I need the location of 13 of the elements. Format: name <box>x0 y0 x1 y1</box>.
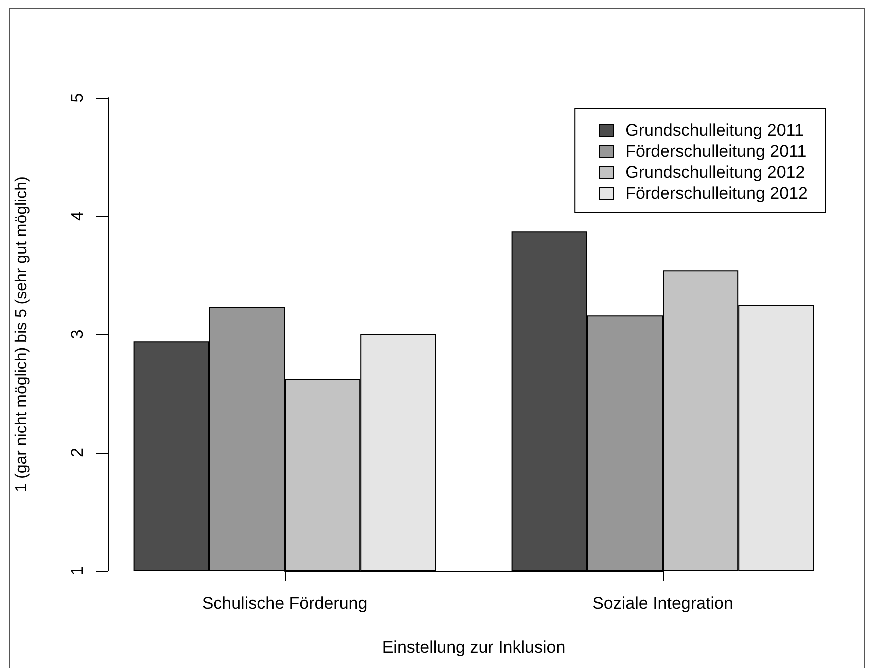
y-tick-label: 1 <box>68 566 87 576</box>
y-tick-label: 2 <box>68 448 87 458</box>
x-tick-label: Soziale Integration <box>592 594 734 613</box>
legend-label: Förderschulleitung 2011 <box>626 142 807 161</box>
legend-label: Grundschulleitung 2011 <box>626 121 804 140</box>
y-tick-label: 4 <box>68 212 87 221</box>
x-tick-label: Schulische Förderung <box>202 594 368 613</box>
legend-label: Förderschulleitung 2012 <box>626 184 808 203</box>
legend-label: Grundschulleitung 2012 <box>626 163 806 182</box>
x-axis-title: Einstellung zur Inklusion <box>382 638 566 657</box>
y-axis-title: 1 (gar nicht möglich) bis 5 (sehr gut möglich) <box>14 176 30 492</box>
y-tick-label: 5 <box>68 93 87 103</box>
y-tick-label: 3 <box>68 330 87 340</box>
